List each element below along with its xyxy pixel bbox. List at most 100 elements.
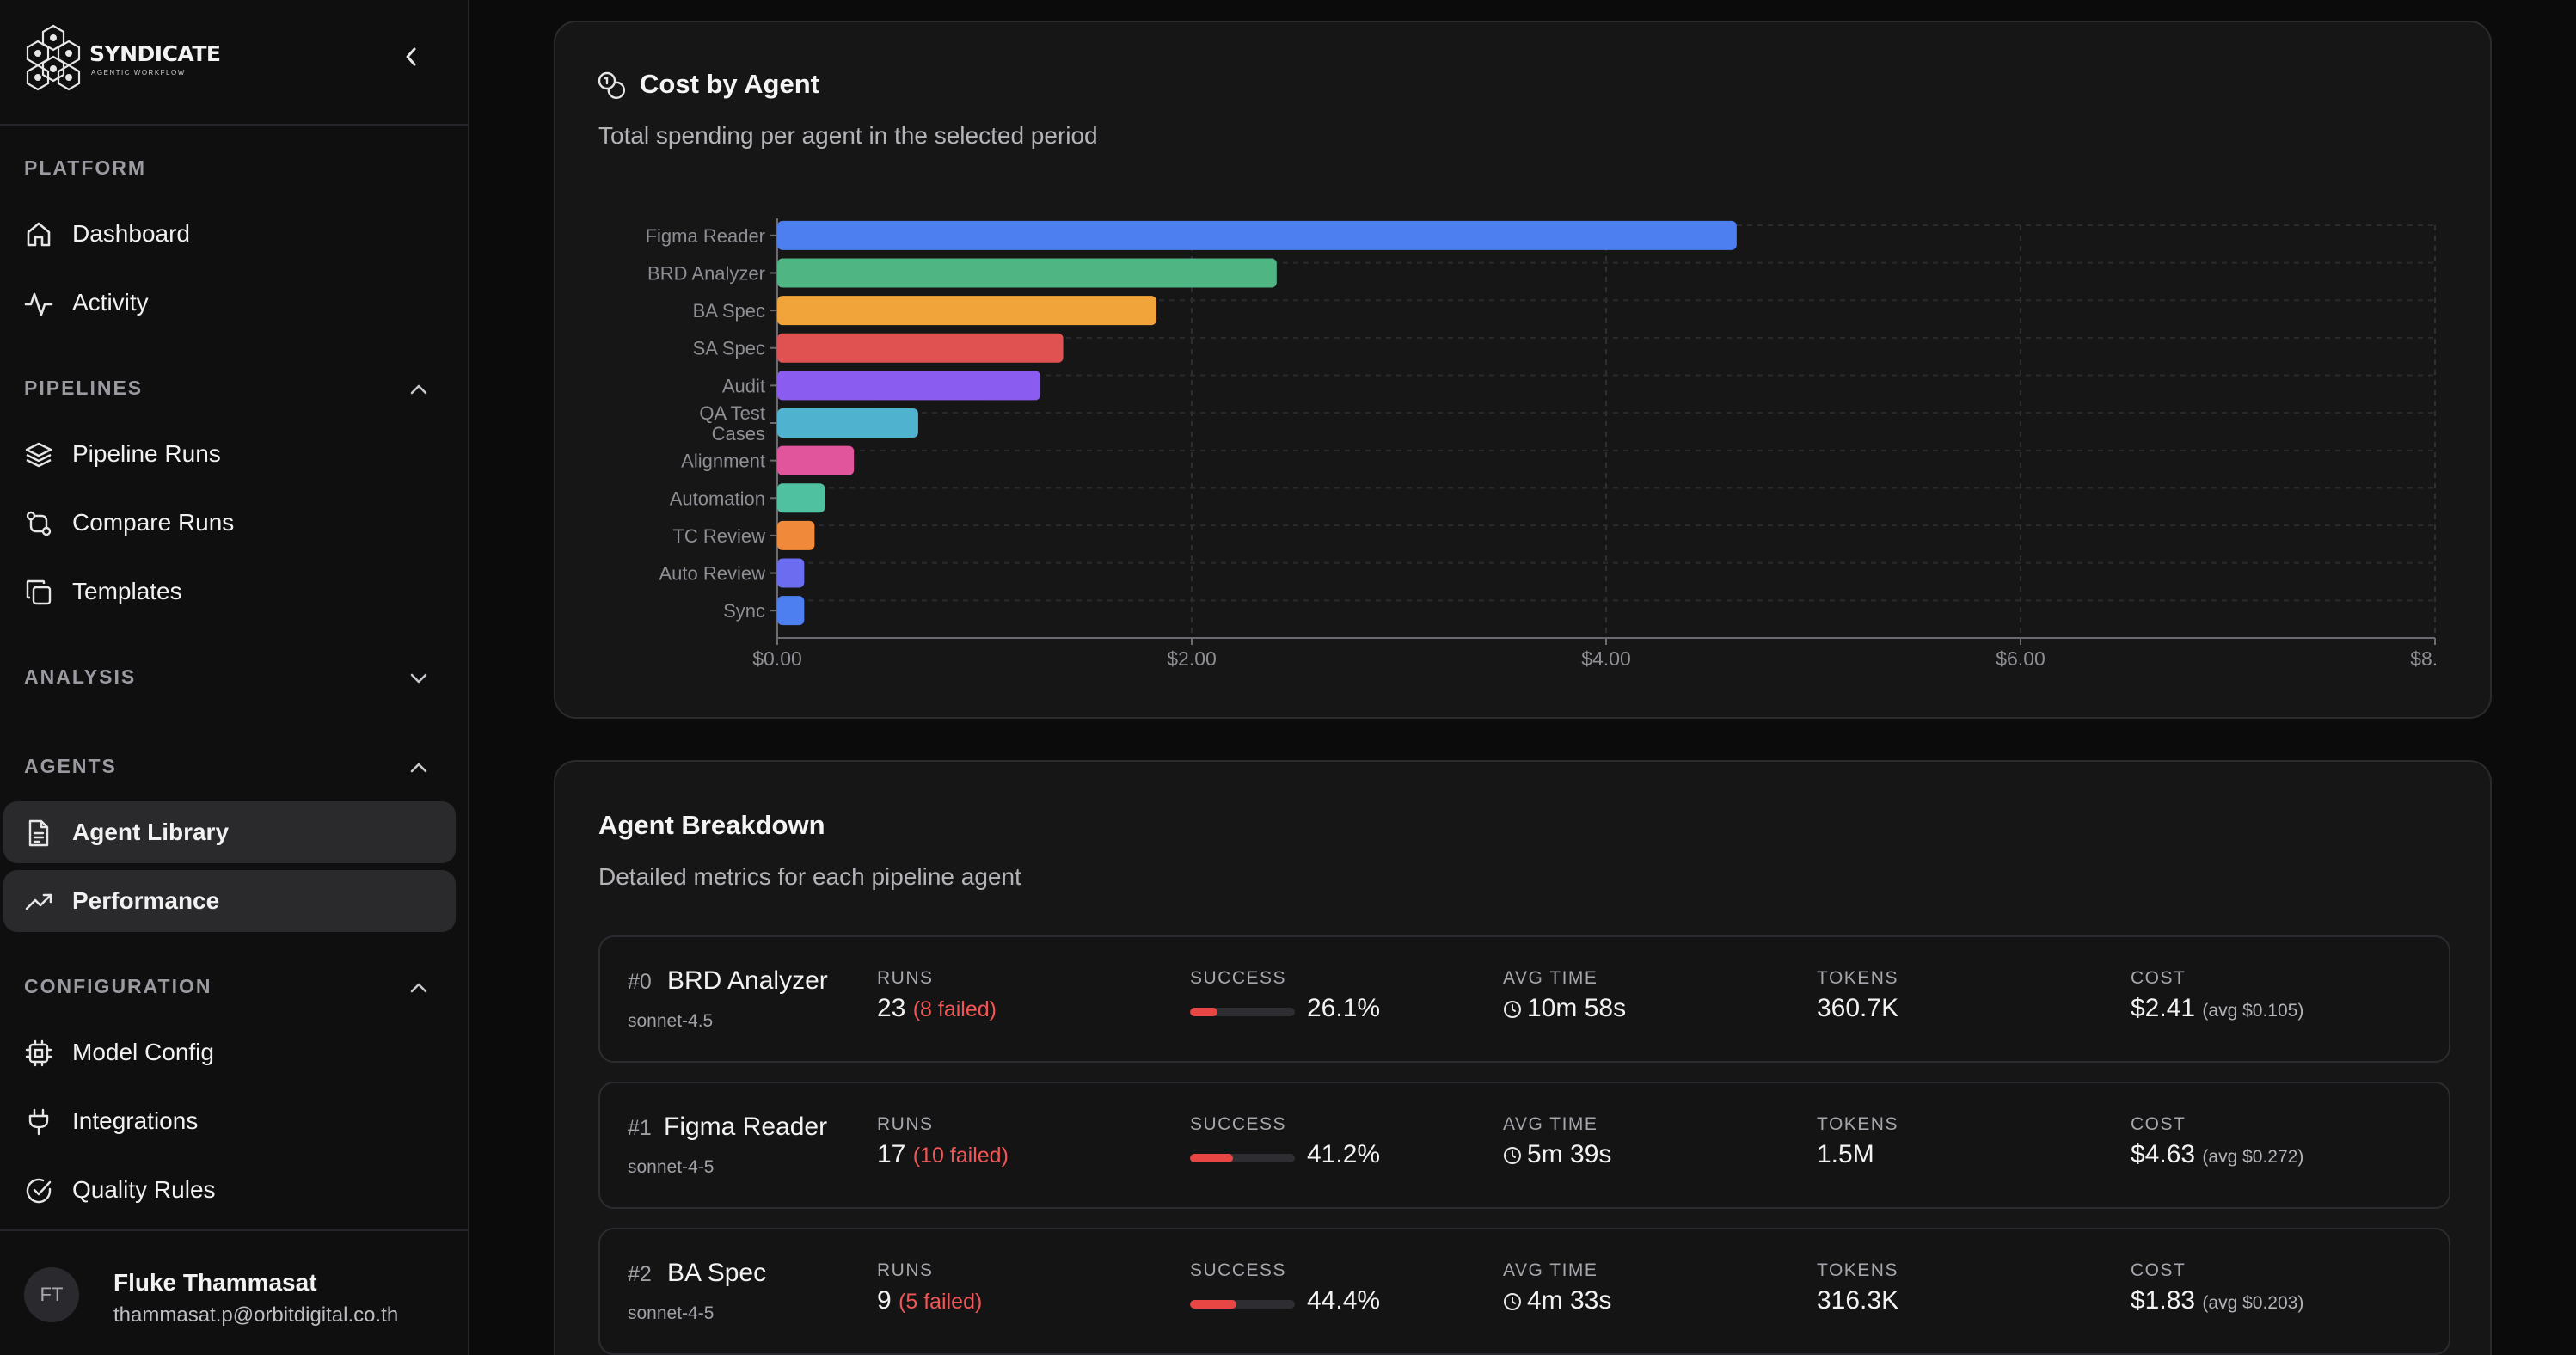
bar [777, 371, 1041, 401]
y-tick-label: Figma Reader [646, 225, 765, 247]
collapse-sidebar-button[interactable] [397, 41, 425, 72]
bar [777, 296, 1157, 326]
cost-card-subtitle: Total spending per agent in the selected… [598, 122, 1098, 149]
sidebar-item-model-config[interactable]: Model Config [3, 1021, 456, 1083]
success-label: SUCCESS [1190, 1114, 1287, 1134]
cost-by-agent-card: Cost by Agent Total spending per agent i… [554, 21, 2492, 719]
bar [777, 483, 825, 513]
success-label: SUCCESS [1190, 968, 1287, 988]
user-name: Fluke Thammasat [113, 1269, 317, 1296]
copy-icon [26, 579, 52, 605]
agent-row[interactable]: #1 Figma Reader sonnet-4-5 RUNS 17 (10 f… [598, 1082, 2450, 1209]
trending-up-icon [25, 893, 52, 910]
plug-icon [28, 1108, 49, 1136]
agent-name: BA Spec [667, 1259, 767, 1287]
tokens-label: TOKENS [1817, 1260, 1898, 1280]
sidebar-item-templates[interactable]: Templates [3, 561, 456, 622]
layers-icon [25, 442, 52, 468]
section-analysis: ANALYSIS [24, 665, 137, 688]
success-bar-fill [1190, 1300, 1237, 1309]
x-tick-label: $0.00 [752, 647, 802, 670]
cpu-icon [25, 1039, 52, 1067]
tokens-label: TOKENS [1817, 968, 1898, 988]
sidebar-header: SYNDICATE AGENTIC WORKFLOW [0, 0, 469, 126]
tokens-value: 316.3K [1817, 1286, 1899, 1315]
breakdown-subtitle: Detailed metrics for each pipeline agent [598, 863, 1021, 890]
agent-row[interactable]: #2 BA Spec sonnet-4-5 RUNS 9 (5 failed) … [598, 1228, 2450, 1355]
clock-icon [1504, 1001, 1521, 1018]
configuration-collapse-toggle[interactable] [406, 975, 432, 1001]
success-value: 44.4% [1307, 1286, 1381, 1315]
sidebar-item-label: Quality Rules [72, 1176, 216, 1203]
sidebar-item-label: Compare Runs [72, 509, 235, 536]
agent-row[interactable]: #0 BRD Analyzer sonnet-4.5 RUNS 23 (8 fa… [598, 935, 2450, 1063]
bar [777, 333, 1064, 363]
chevron-left-icon [406, 47, 416, 66]
sidebar-item-pipeline-runs[interactable]: Pipeline Runs [3, 423, 456, 485]
agent-rank: #0 [628, 970, 652, 994]
avg-cost: (avg $0.203) [2202, 1293, 2304, 1313]
bar [777, 520, 815, 550]
sidebar-item-activity[interactable]: Activity [3, 272, 456, 334]
sidebar-item-performance[interactable]: Performance [3, 870, 456, 932]
sidebar-item-compare-runs[interactable]: Compare Runs [3, 492, 456, 554]
y-tick-label: Cases [712, 423, 765, 445]
failed-count: (10 failed) [912, 1143, 1009, 1168]
y-tick-label: BRD Analyzer [647, 262, 765, 284]
user-email: thammasat.p@orbitdigital.co.th [113, 1303, 399, 1327]
x-tick-label: $4.00 [1581, 647, 1631, 670]
brand-name: SYNDICATE [89, 41, 221, 66]
y-tick-label: Audit [722, 375, 765, 396]
success-bar [1190, 1008, 1295, 1016]
runs-label: RUNS [877, 968, 934, 988]
sidebar: SYNDICATE AGENTIC WORKFLOW PLATFORM Dash… [0, 0, 469, 1355]
success-bar [1190, 1154, 1295, 1162]
bar [777, 220, 1737, 250]
agent-model: sonnet-4-5 [628, 1303, 715, 1323]
x-tick-label: $8.00 [2410, 647, 2438, 670]
success-value: 26.1% [1307, 994, 1381, 1022]
sidebar-item-label: Activity [72, 289, 149, 316]
syndicate-logo-icon [26, 24, 81, 91]
runs-label: RUNS [877, 1260, 934, 1280]
sidebar-item-label: Templates [72, 578, 182, 604]
avg-time-label: AVG TIME [1503, 1114, 1598, 1134]
sidebar-item-integrations[interactable]: Integrations [3, 1090, 456, 1152]
y-tick-label: SA Spec [693, 338, 765, 359]
bar [777, 558, 805, 588]
cost-value: $1.83 (avg $0.203) [2131, 1286, 2304, 1315]
success-label: SUCCESS [1190, 1260, 1287, 1280]
runs-value: 9 (5 failed) [877, 1286, 983, 1315]
agent-breakdown-card: Agent Breakdown Detailed metrics for eac… [554, 760, 2492, 1355]
agent-model: sonnet-4.5 [628, 1011, 714, 1031]
sidebar-item-agent-library[interactable]: Agent Library [3, 801, 456, 863]
chevron-up-icon [410, 384, 427, 395]
agents-collapse-toggle[interactable] [406, 755, 432, 781]
sidebar-item-dashboard[interactable]: Dashboard [3, 203, 456, 265]
y-tick-label: QA Test [699, 402, 765, 424]
runs-value: 23 (8 failed) [877, 994, 997, 1022]
brand-tagline: AGENTIC WORKFLOW [91, 69, 186, 77]
analysis-expand-toggle[interactable] [406, 665, 432, 691]
chevron-up-icon [410, 763, 427, 773]
y-tick-label: BA Spec [693, 300, 765, 322]
success-bar-fill [1190, 1008, 1217, 1016]
user-profile[interactable]: FT Fluke Thammasat thammasat.p@orbitdigi… [0, 1229, 469, 1355]
coins-icon [598, 71, 625, 99]
cost-label: COST [2131, 1260, 2187, 1280]
chevron-up-icon [410, 983, 427, 993]
sidebar-item-quality-rules[interactable]: Quality Rules [3, 1159, 456, 1221]
bar [777, 258, 1277, 288]
agent-rank: #2 [628, 1262, 652, 1286]
y-tick-label: Sync [723, 600, 765, 622]
success-bar [1190, 1300, 1295, 1309]
y-tick-label: TC Review [672, 525, 765, 547]
avg-cost: (avg $0.105) [2202, 1001, 2304, 1021]
failed-count: (8 failed) [912, 997, 997, 1021]
pipelines-collapse-toggle[interactable] [406, 377, 432, 402]
y-tick-label: Alignment [681, 451, 765, 472]
cost-card-title: Cost by Agent [640, 69, 819, 99]
section-pipelines: PIPELINES [24, 377, 144, 399]
cost-value: $2.41 (avg $0.105) [2131, 994, 2304, 1022]
